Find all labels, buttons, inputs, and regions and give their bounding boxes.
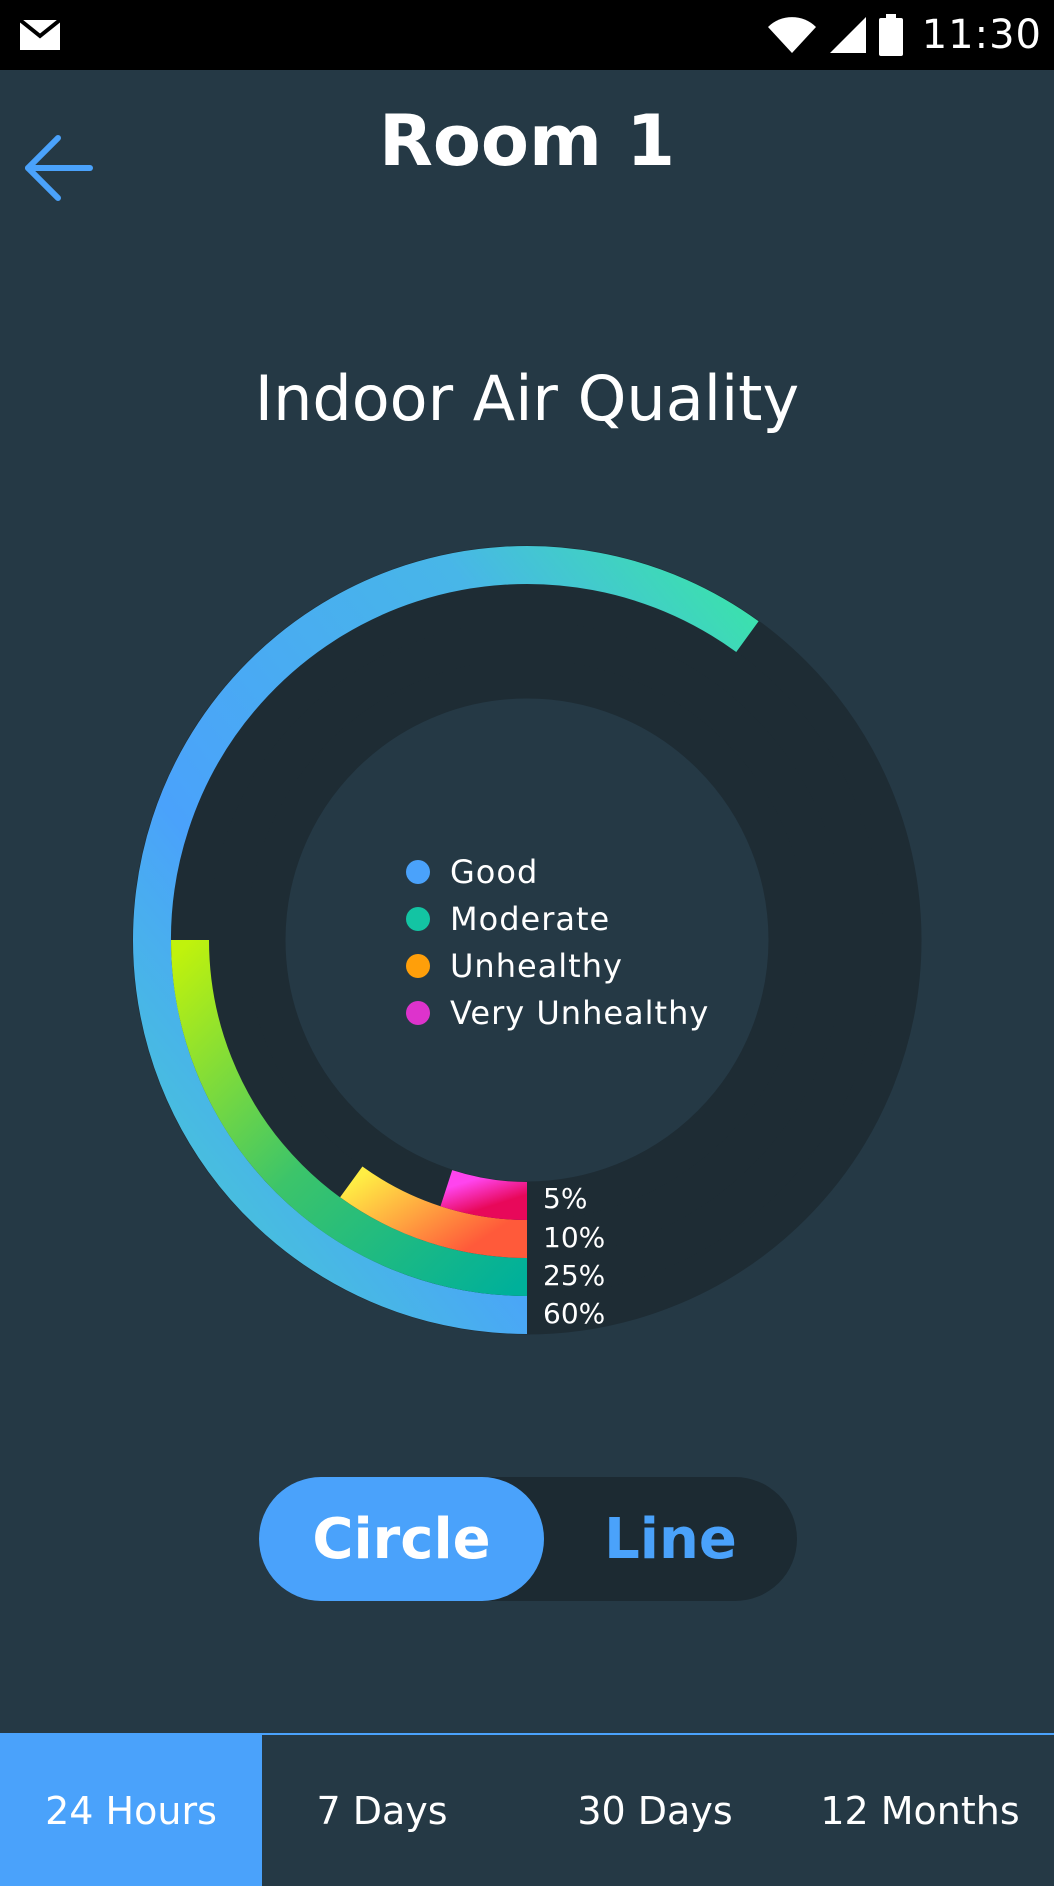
chart-legend: Good Moderate Unhealthy Very Unhealthy <box>406 848 709 1036</box>
battery-icon <box>878 14 903 56</box>
legend-dot-moderate <box>406 906 430 931</box>
chart-title: Indoor Air Quality <box>254 362 800 435</box>
pct-label-unhealthy: 10% <box>543 1221 606 1254</box>
air-quality-chart <box>132 545 922 1335</box>
pct-label-good: 60% <box>543 1297 606 1330</box>
ring-arc-good <box>133 546 759 1334</box>
status-bar: 11:30 <box>0 0 1054 70</box>
legend-label-moderate: Moderate <box>450 899 611 938</box>
toggle-circle-button[interactable]: Circle <box>259 1477 544 1601</box>
mail-icon <box>20 20 60 50</box>
back-button[interactable] <box>18 132 98 204</box>
pct-label-moderate: 25% <box>543 1259 606 1292</box>
legend-item-moderate: Moderate <box>406 895 709 942</box>
legend-item-unhealthy: Unhealthy <box>406 942 709 989</box>
legend-label-good: Good <box>450 852 539 891</box>
toggle-line-button[interactable]: Line <box>604 1506 737 1572</box>
status-time: 11:30 <box>921 12 1042 58</box>
legend-dot-unhealthy <box>406 953 430 978</box>
tab-7-days[interactable]: 7 Days <box>316 1788 448 1833</box>
ring-arc-unhealthy <box>340 1166 528 1258</box>
wifi-icon <box>767 17 816 53</box>
tab-30-days[interactable]: 30 Days <box>577 1788 733 1833</box>
legend-item-very-unhealthy: Very Unhealthy <box>406 989 709 1036</box>
ring-arc-moderate <box>171 939 528 1296</box>
arrow-left-icon <box>25 135 93 201</box>
legend-dot-very-unhealthy <box>406 1000 430 1025</box>
time-range-tabs: 24 Hours 7 Days 30 Days 12 Months <box>0 1733 1054 1886</box>
ring-arc-very-unhealthy <box>440 1170 528 1220</box>
legend-dot-good <box>406 859 430 884</box>
legend-item-good: Good <box>406 848 709 895</box>
tab-24-hours[interactable]: 24 Hours <box>0 1735 262 1886</box>
view-toggle: Circle Line <box>259 1477 797 1601</box>
legend-label-very-unhealthy: Very Unhealthy <box>450 993 710 1032</box>
signal-icon <box>829 17 866 53</box>
tab-12-months[interactable]: 12 Months <box>820 1788 1020 1833</box>
page-title: Room 1 <box>378 100 676 182</box>
pct-label-very-unhealthy: 5% <box>543 1182 588 1215</box>
legend-label-unhealthy: Unhealthy <box>450 946 623 985</box>
